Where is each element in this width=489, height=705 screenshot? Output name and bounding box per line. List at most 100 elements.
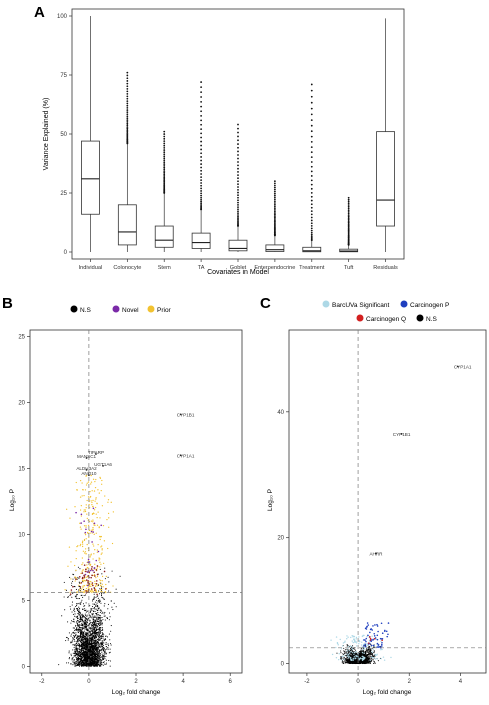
ns-point (372, 655, 373, 656)
ns-point (83, 643, 84, 644)
outlier-point (311, 119, 313, 121)
prior-point (74, 565, 75, 566)
ns-point (91, 626, 92, 627)
ns-point (102, 619, 103, 620)
outlier-point (200, 182, 202, 184)
ns-point (107, 647, 108, 648)
ns-point (102, 630, 103, 631)
ns-point (102, 642, 103, 643)
ns-point (70, 654, 71, 655)
ns-point (110, 660, 111, 661)
ns-point (99, 659, 100, 660)
prior-point (103, 586, 104, 587)
x-tick-label: Stem (158, 265, 171, 271)
prior-point (97, 511, 98, 512)
ns-point (73, 653, 74, 654)
ns-point (97, 629, 98, 630)
novel-point (93, 508, 95, 510)
ns-point (74, 652, 75, 653)
ns-point (91, 657, 92, 658)
ns-point (92, 646, 93, 647)
scatter-points (58, 475, 121, 667)
ns-point (71, 583, 72, 584)
ns-point (64, 582, 65, 583)
ns-point (105, 636, 106, 637)
outlier-point (237, 151, 239, 153)
ns-point (97, 651, 98, 652)
ns-point (95, 626, 96, 627)
legend-barcuva-label: BarcUVa Significant (332, 302, 390, 309)
ns-point (87, 664, 88, 665)
ns-point (75, 632, 76, 633)
outlier-point (311, 184, 313, 186)
prior-point (99, 477, 100, 478)
ns-point (101, 573, 102, 574)
outlier-point (200, 179, 202, 181)
ns-point (93, 621, 94, 622)
outlier-point (274, 207, 276, 209)
ns-point (87, 654, 88, 655)
ns-point (102, 622, 103, 623)
ns-point (86, 650, 87, 651)
ns-point (82, 614, 83, 615)
ns-point (90, 629, 91, 630)
ns-point (99, 622, 100, 623)
prior-point (93, 525, 94, 526)
gene-label: CYP1A1 (177, 453, 195, 458)
ns-point (110, 631, 111, 632)
ns-point (103, 649, 104, 650)
prior-point (112, 585, 113, 586)
ns-point (86, 657, 87, 658)
prior-point (90, 554, 91, 555)
ns-point (96, 640, 97, 641)
ns-point (96, 615, 97, 616)
ns-point (85, 649, 86, 650)
prior-point (107, 502, 108, 503)
outlier-point (200, 173, 202, 175)
ns-point (90, 611, 91, 612)
ns-point (83, 626, 84, 627)
ns-point (79, 638, 80, 639)
ns-point (87, 642, 88, 643)
ns-point (101, 613, 102, 614)
ns-point (92, 633, 93, 634)
prior-point (83, 592, 84, 593)
prior-point (80, 496, 81, 497)
prior-point (92, 543, 93, 544)
ns-point (98, 639, 99, 640)
prior-point (84, 580, 85, 581)
ns-point (82, 633, 83, 634)
ns-point (91, 654, 92, 655)
outlier-point (311, 102, 313, 104)
prior-point (93, 513, 94, 514)
x-tick-label: Individual (79, 265, 103, 271)
ns-point (80, 659, 81, 660)
prior-point (100, 539, 101, 540)
outlier-point (163, 147, 165, 149)
ns-point (79, 656, 80, 657)
prior-point (108, 499, 109, 500)
novel-point (91, 541, 93, 543)
y-tick-label: 20 (18, 401, 25, 407)
ns-point (87, 633, 88, 634)
ns-point (99, 657, 100, 658)
ns-point (101, 644, 102, 645)
ns-point (104, 603, 105, 604)
ns-point (104, 648, 105, 649)
prior-point (100, 585, 101, 586)
ns-point (93, 598, 94, 599)
outlier-point (126, 107, 128, 109)
ns-point (374, 651, 375, 652)
ns-point (82, 597, 83, 598)
prior-point (89, 491, 90, 492)
ns-point (95, 621, 96, 622)
ns-point (77, 629, 78, 630)
ns-point (81, 644, 82, 645)
ns-point (95, 662, 96, 663)
outlier-point (311, 232, 313, 234)
prior-point (82, 569, 83, 570)
ns-point (103, 642, 104, 643)
ns-point (93, 662, 94, 663)
ns-point (76, 605, 77, 606)
ns-point (106, 646, 107, 647)
